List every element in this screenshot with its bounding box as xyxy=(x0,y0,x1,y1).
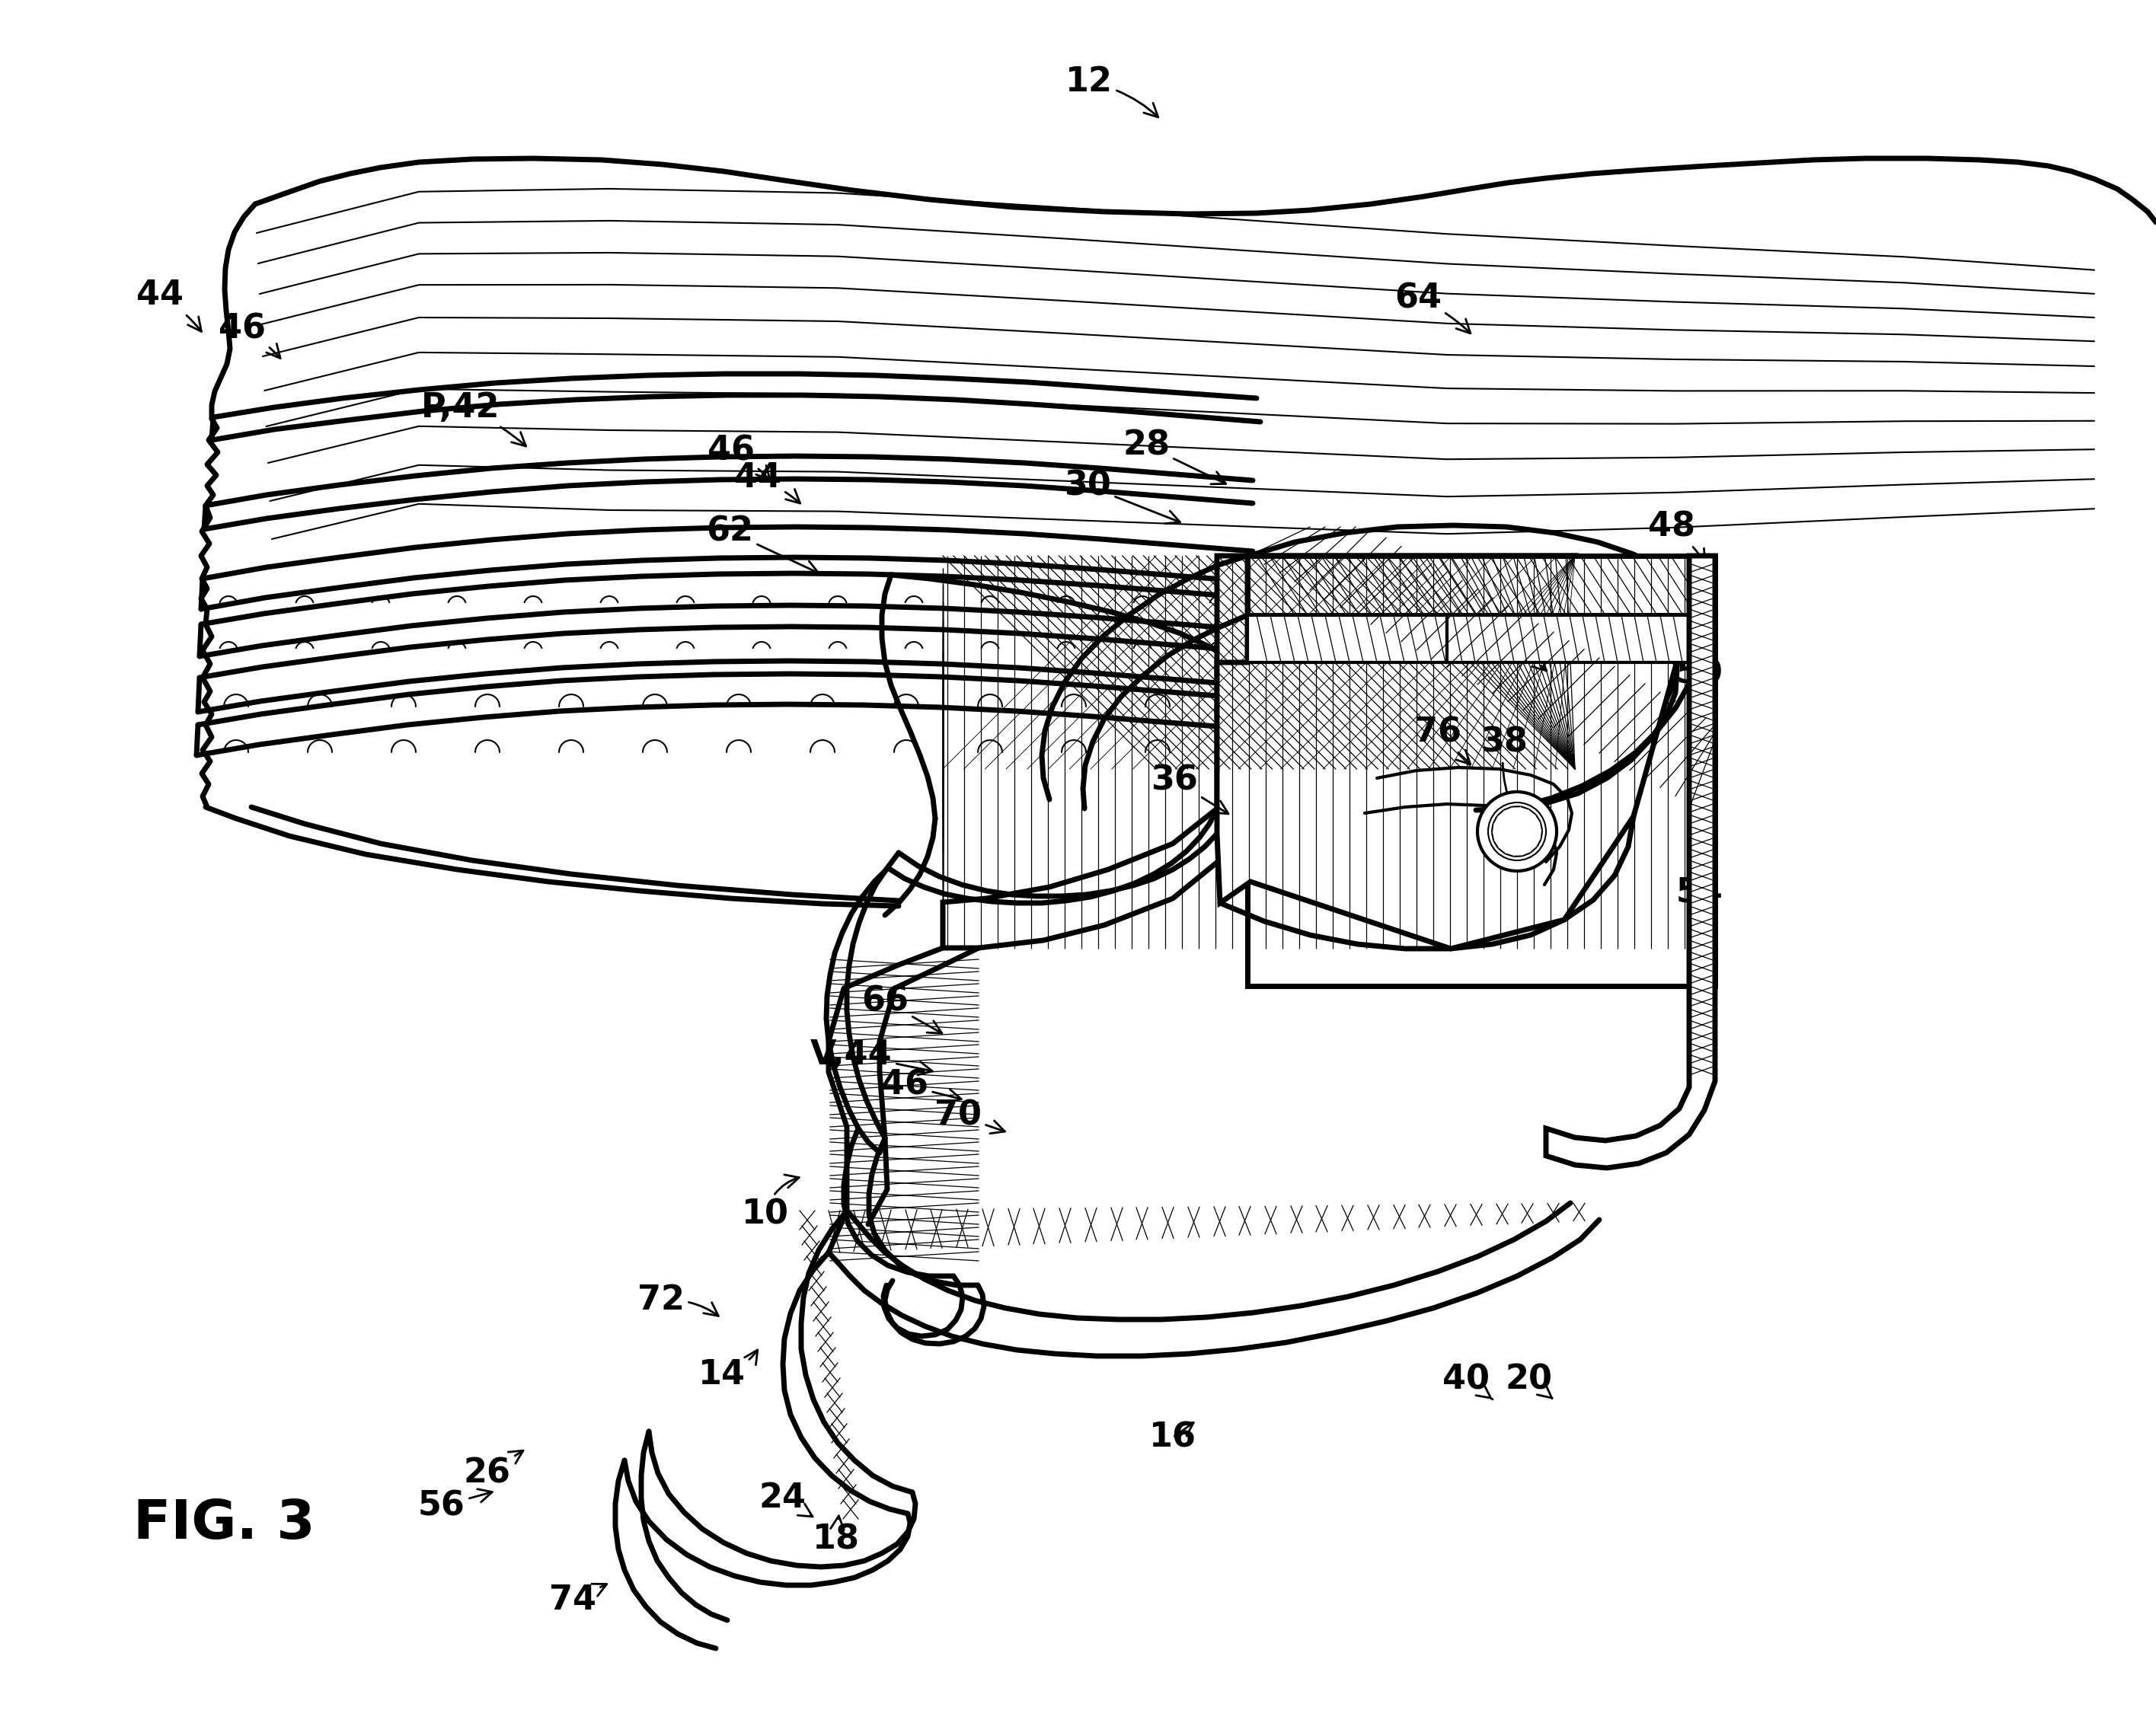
Text: 52: 52 xyxy=(1496,629,1546,670)
Polygon shape xyxy=(1688,557,1714,986)
Text: 46: 46 xyxy=(882,1068,962,1103)
Text: 76: 76 xyxy=(1414,717,1470,765)
Text: 10: 10 xyxy=(742,1175,800,1230)
Text: 64: 64 xyxy=(1395,283,1470,333)
Text: 24: 24 xyxy=(759,1482,813,1516)
Polygon shape xyxy=(1248,615,1447,662)
Text: 20: 20 xyxy=(1505,1363,1552,1399)
Text: 44: 44 xyxy=(735,462,800,503)
Text: V,44: V,44 xyxy=(811,1039,931,1075)
Text: 16: 16 xyxy=(1149,1421,1197,1454)
Text: 30: 30 xyxy=(1063,469,1179,524)
Text: 44: 44 xyxy=(136,279,201,331)
Polygon shape xyxy=(1248,615,1688,986)
Circle shape xyxy=(1477,793,1557,872)
Text: 66: 66 xyxy=(862,986,942,1034)
Polygon shape xyxy=(1546,557,1714,1168)
Text: 56: 56 xyxy=(418,1489,492,1523)
Polygon shape xyxy=(942,557,1576,948)
Text: 48: 48 xyxy=(1647,510,1705,563)
Text: 72: 72 xyxy=(638,1284,718,1316)
Polygon shape xyxy=(1248,557,1714,615)
Text: 36: 36 xyxy=(1151,763,1229,813)
Text: 40: 40 xyxy=(1442,1363,1492,1399)
Circle shape xyxy=(1488,803,1546,860)
Text: 46: 46 xyxy=(218,312,280,358)
Text: 74: 74 xyxy=(550,1583,606,1616)
Text: P,42: P,42 xyxy=(420,391,526,446)
Text: 46: 46 xyxy=(707,434,770,481)
Text: 38: 38 xyxy=(1481,725,1529,806)
Text: 70: 70 xyxy=(934,1099,1005,1134)
Text: 14: 14 xyxy=(699,1349,757,1390)
Text: 12: 12 xyxy=(1065,65,1158,117)
Polygon shape xyxy=(1447,615,1688,662)
Text: 18: 18 xyxy=(813,1516,860,1556)
Text: 50: 50 xyxy=(1675,658,1723,725)
Text: FIG. 3: FIG. 3 xyxy=(134,1497,315,1551)
Text: 28: 28 xyxy=(1123,429,1227,484)
Text: 54: 54 xyxy=(1675,875,1723,939)
Text: 26: 26 xyxy=(464,1451,524,1490)
Text: 62: 62 xyxy=(705,515,819,574)
Polygon shape xyxy=(1216,557,1680,949)
